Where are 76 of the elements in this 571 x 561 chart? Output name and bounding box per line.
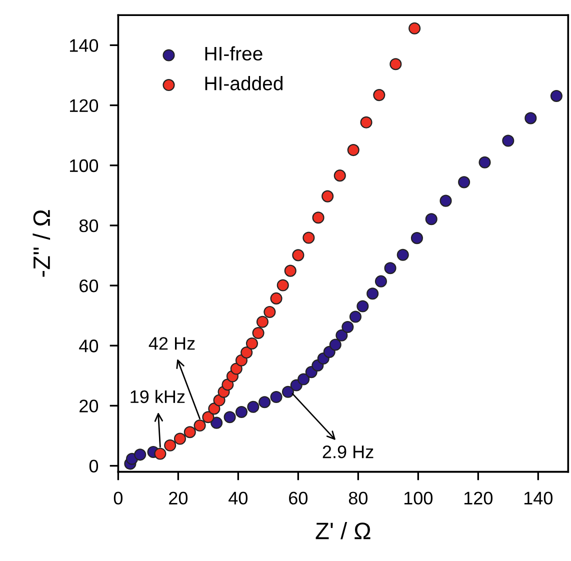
point [246, 337, 258, 350]
x-tick-label: 100 [404, 492, 433, 505]
point [270, 292, 282, 304]
point [478, 156, 491, 168]
point [184, 426, 196, 438]
x-tick-label: 140 [524, 492, 553, 505]
x-tick-label: 40 [228, 492, 248, 505]
point [524, 112, 537, 124]
point [252, 326, 264, 340]
point [208, 402, 220, 415]
x-tick-label: 20 [169, 492, 188, 505]
x-tick-label: 120 [464, 492, 493, 505]
point [298, 373, 310, 386]
point [224, 411, 236, 424]
point [154, 448, 166, 460]
y-tick-label: 20 [80, 400, 98, 412]
point [222, 378, 234, 391]
point [334, 170, 346, 182]
point [264, 306, 276, 318]
point [425, 213, 438, 226]
point [194, 420, 206, 432]
point [240, 346, 253, 359]
y-tick-label: 140 [70, 39, 98, 52]
point [373, 89, 386, 102]
point [164, 439, 176, 452]
x-tick-label: 80 [348, 492, 368, 505]
point [366, 288, 379, 300]
y-tick-label: 40 [79, 340, 98, 352]
annotation: 42 Hz [148, 337, 195, 350]
point [458, 176, 470, 188]
point [374, 275, 387, 288]
point [329, 338, 342, 351]
point [322, 190, 334, 202]
point [247, 400, 260, 413]
y-tick-label: 80 [79, 219, 98, 232]
y-tick-label: 60 [80, 279, 98, 292]
point [230, 362, 242, 375]
y-axis-title: -Z'' / Ω [32, 210, 50, 277]
point [256, 316, 269, 328]
annotation: 2.9 Hz [322, 445, 374, 458]
x-tick-label: 0 [114, 492, 123, 505]
annotation: 19 kHz [130, 390, 185, 404]
point [174, 432, 186, 445]
point [440, 194, 452, 207]
point [390, 58, 402, 70]
point [347, 144, 360, 156]
y-tick-label: 120 [70, 99, 98, 112]
point [284, 264, 296, 277]
point [258, 396, 271, 408]
point [342, 320, 354, 334]
point [276, 279, 289, 292]
y-tick-label: 0 [89, 460, 98, 473]
point [270, 390, 282, 404]
point [502, 134, 514, 147]
point [282, 386, 294, 398]
point [292, 249, 304, 262]
point [356, 300, 369, 312]
point [202, 411, 214, 424]
point [408, 22, 421, 34]
point [336, 329, 348, 342]
point [360, 116, 372, 128]
point [384, 262, 396, 274]
point [349, 310, 362, 323]
point [312, 212, 324, 224]
point [550, 90, 562, 102]
point [410, 232, 423, 244]
point [235, 406, 248, 418]
point [396, 248, 409, 261]
x-axis-title: Z' / Ω [316, 522, 370, 540]
point [302, 232, 315, 244]
x-tick-label: 60 [289, 492, 308, 505]
legend-label: HI-added [205, 76, 282, 90]
y-tick-label: 100 [70, 159, 98, 172]
point [210, 416, 223, 429]
point [134, 448, 146, 461]
legend-label: HI-free [205, 46, 262, 61]
